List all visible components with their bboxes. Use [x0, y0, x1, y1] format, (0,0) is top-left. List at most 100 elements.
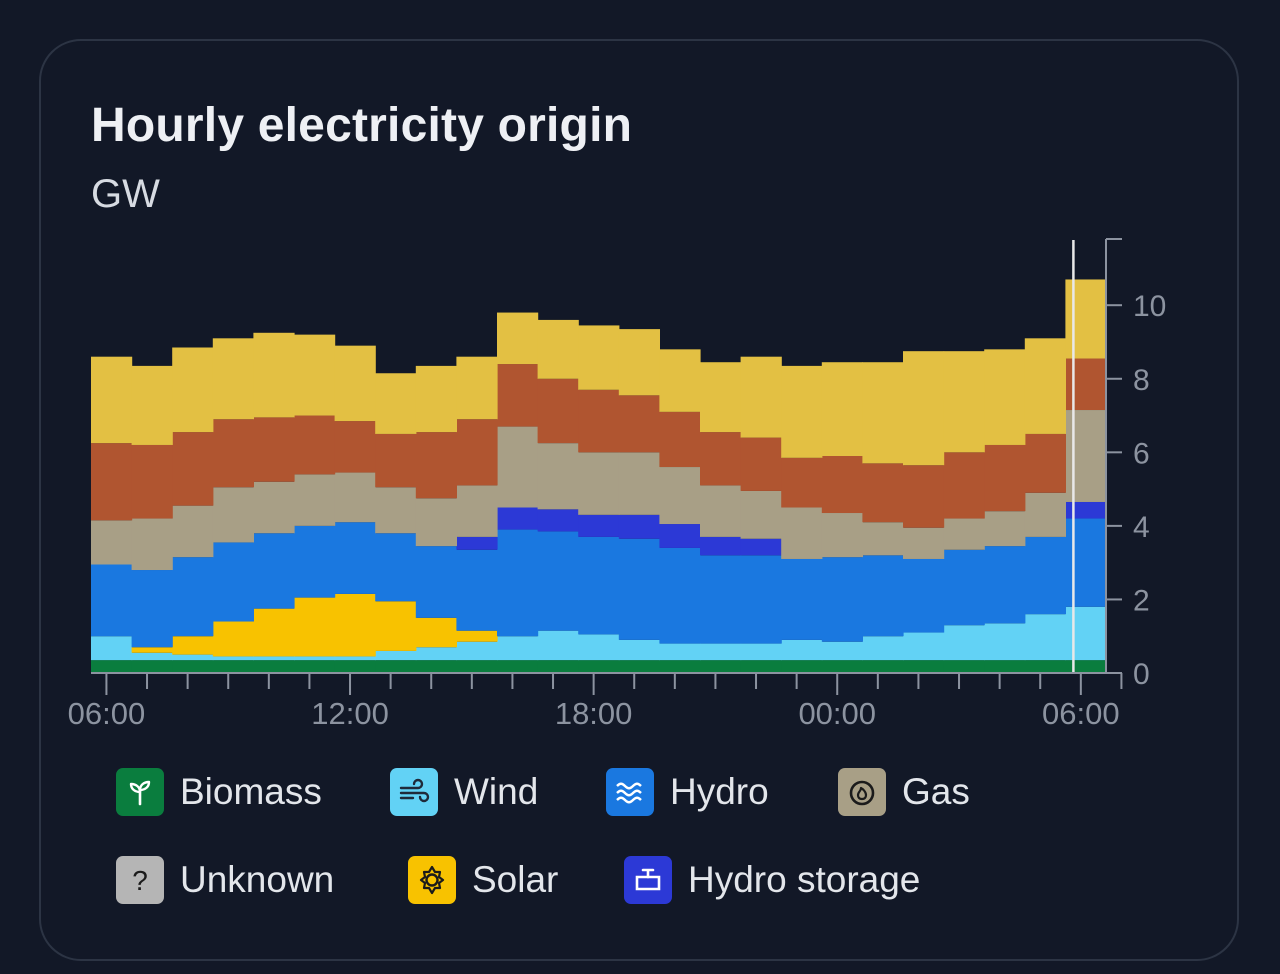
legend-item-hydro-storage[interactable]: Hydro storage — [624, 855, 920, 905]
hydro-storage-bar — [740, 538, 782, 556]
series-other-2 — [91, 279, 1107, 466]
other-bar — [91, 443, 133, 521]
other-2-bar — [537, 319, 579, 379]
other-bar — [537, 378, 579, 444]
gas-bar — [294, 474, 336, 526]
legend-item-biomass[interactable]: Biomass — [116, 767, 322, 817]
other-2-bar — [903, 351, 945, 466]
other-bar — [903, 465, 945, 528]
wind-bar — [294, 656, 336, 661]
other-2-bar — [1065, 279, 1107, 359]
hydro-bar — [415, 546, 457, 618]
wind-bar — [1024, 614, 1066, 661]
other-2-bar — [131, 365, 173, 445]
gas-bar — [91, 520, 133, 565]
other-2-bar — [943, 351, 985, 453]
other-bar — [415, 432, 457, 499]
solar-bar — [334, 593, 376, 657]
gas-bar — [740, 490, 782, 539]
other-bar — [253, 417, 295, 482]
solar-bar — [415, 617, 457, 648]
hydro-bar — [659, 547, 701, 644]
wind-bar — [781, 639, 823, 661]
other-bar — [659, 411, 701, 468]
biomass-bar — [253, 660, 295, 673]
gas-bar — [131, 518, 173, 571]
x-tick-label: 18:00 — [555, 696, 633, 731]
legend-item-unknown[interactable]: ? Unknown — [116, 855, 334, 905]
other-2-bar — [253, 332, 295, 418]
biomass-bar — [943, 660, 985, 673]
solar-bar — [212, 621, 254, 657]
hydro-bar — [537, 531, 579, 631]
y-tick-label: 6 — [1133, 437, 1150, 470]
other-bar — [131, 444, 173, 519]
other-bar — [456, 419, 498, 486]
wind-bar — [375, 650, 417, 661]
hydro-bar — [91, 564, 133, 637]
other-bar — [821, 456, 863, 514]
biomass-bar — [172, 660, 214, 673]
hydro-bar — [700, 555, 742, 644]
gas-bar — [212, 487, 254, 543]
wind-bar — [456, 641, 498, 661]
legend-label: Hydro storage — [688, 859, 921, 900]
hydro-storage-bar — [700, 536, 742, 556]
biomass-bar — [1024, 660, 1066, 673]
biomass-bar — [456, 660, 498, 673]
gas-bar — [1065, 410, 1107, 502]
other-bar — [578, 389, 620, 453]
other-2-bar — [578, 325, 620, 390]
y-tick-label: 4 — [1133, 511, 1150, 544]
x-tick-label: 06:00 — [1042, 696, 1120, 731]
other-bar — [740, 437, 782, 491]
hydro-bar — [618, 538, 660, 640]
other-bar — [984, 444, 1026, 512]
legend-item-hydro[interactable]: Hydro — [606, 767, 769, 817]
wind-bar — [415, 647, 457, 661]
biomass-bar — [537, 660, 579, 673]
biomass-bar — [212, 660, 254, 673]
hydro-bar — [334, 522, 376, 594]
wind-bar — [943, 625, 985, 661]
gas-bar — [537, 443, 579, 510]
gas-bar — [821, 513, 863, 558]
other-2-bar — [172, 347, 214, 433]
wind-icon — [390, 768, 438, 816]
biomass-bar — [781, 660, 823, 673]
hydro-storage-bar — [578, 514, 620, 537]
wind-bar — [1065, 606, 1107, 661]
legend-item-gas[interactable]: Gas — [838, 767, 970, 817]
wind-bar — [903, 632, 945, 661]
other-bar — [212, 419, 254, 488]
gas-bar — [862, 522, 904, 556]
legend-label: Gas — [902, 771, 970, 812]
legend-item-wind[interactable]: Wind — [390, 767, 538, 817]
y-tick-label: 10 — [1133, 290, 1166, 323]
wind-bar — [659, 643, 701, 661]
biomass-bar — [415, 660, 457, 673]
hydro-bar — [131, 570, 173, 648]
hydro-bar — [862, 555, 904, 637]
series-hydro-storage — [456, 501, 1107, 556]
legend-label: Biomass — [180, 771, 322, 812]
chart-title: Hourly electricity origin — [91, 99, 633, 152]
sprout-icon — [116, 768, 164, 816]
hydro-bar — [1024, 536, 1066, 615]
other-bar — [700, 432, 742, 486]
hydro-bar — [456, 549, 498, 631]
gas-bar — [172, 505, 214, 558]
wind-bar — [131, 652, 173, 661]
other-bar — [618, 395, 660, 453]
other-2-bar — [618, 329, 660, 396]
legend-item-solar[interactable]: Solar — [408, 855, 558, 905]
solar-bar — [294, 597, 336, 657]
hydro-bar — [212, 542, 254, 622]
other-2-bar — [456, 356, 498, 420]
wind-bar — [984, 623, 1026, 661]
hydro-bar — [740, 555, 782, 644]
svg-text:?: ? — [132, 865, 148, 896]
hydro-storage-bar — [456, 536, 498, 550]
biomass-bar — [903, 660, 945, 673]
